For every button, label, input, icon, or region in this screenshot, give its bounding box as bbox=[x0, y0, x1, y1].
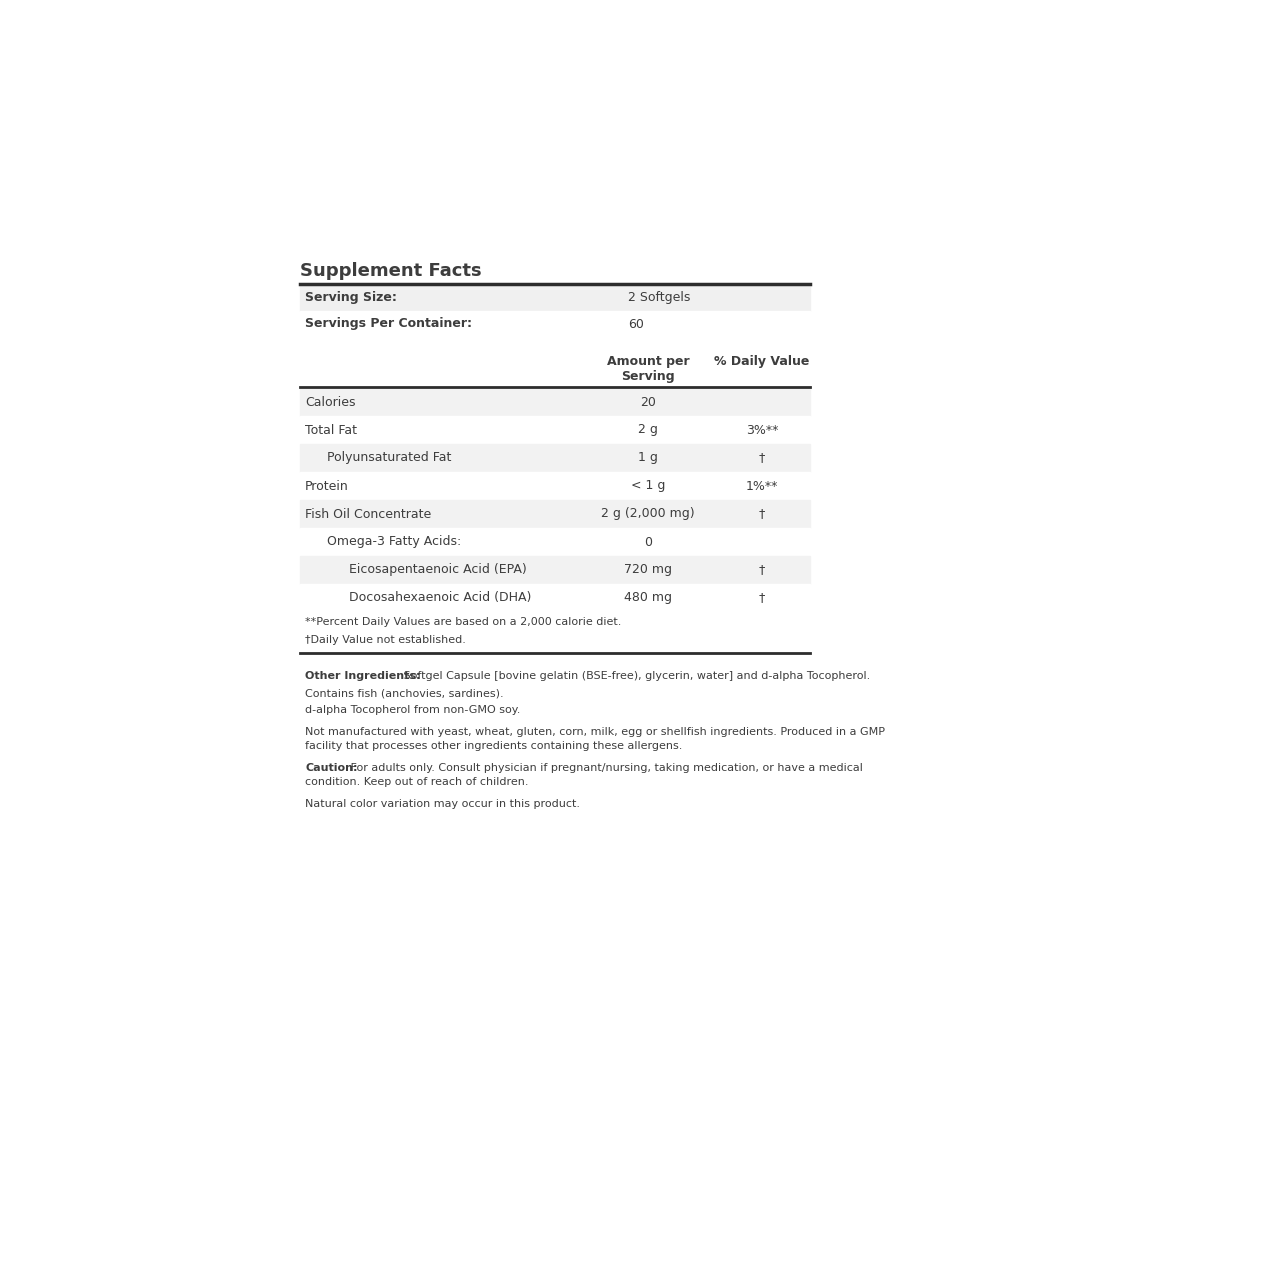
Text: 1%**: 1%** bbox=[746, 480, 778, 493]
Bar bbox=[300, 500, 810, 527]
Bar bbox=[300, 556, 810, 584]
Text: †: † bbox=[759, 563, 765, 576]
Text: †: † bbox=[759, 507, 765, 521]
Bar bbox=[300, 285, 810, 311]
Text: **Percent Daily Values are based on a 2,000 calorie diet.: **Percent Daily Values are based on a 2,… bbox=[305, 617, 621, 627]
Text: facility that processes other ingredients containing these allergens.: facility that processes other ingredient… bbox=[305, 741, 682, 751]
Bar bbox=[300, 388, 810, 416]
Text: †Daily Value not established.: †Daily Value not established. bbox=[305, 635, 466, 645]
Text: Amount per
Serving: Amount per Serving bbox=[607, 355, 690, 383]
Text: % Daily Value: % Daily Value bbox=[714, 355, 810, 369]
Text: Total Fat: Total Fat bbox=[305, 424, 357, 436]
Text: †: † bbox=[759, 591, 765, 604]
Text: Omega-3 Fatty Acids:: Omega-3 Fatty Acids: bbox=[326, 535, 461, 549]
Text: 2 g: 2 g bbox=[637, 424, 658, 436]
Text: 20: 20 bbox=[640, 396, 655, 408]
Text: Protein: Protein bbox=[305, 480, 348, 493]
Bar bbox=[300, 472, 810, 500]
Text: For adults only. Consult physician if pregnant/nursing, taking medication, or ha: For adults only. Consult physician if pr… bbox=[347, 763, 863, 773]
Text: d-alpha Tocopherol from non-GMO soy.: d-alpha Tocopherol from non-GMO soy. bbox=[305, 705, 521, 716]
Text: Polyunsaturated Fat: Polyunsaturated Fat bbox=[326, 452, 452, 465]
Text: 1 g: 1 g bbox=[637, 452, 658, 465]
Text: Supplement Facts: Supplement Facts bbox=[300, 262, 481, 280]
Text: Softgel Capsule [bovine gelatin (BSE-free), glycerin, water] and d-alpha Tocophe: Softgel Capsule [bovine gelatin (BSE-fre… bbox=[401, 671, 870, 681]
Text: Other Ingredients:: Other Ingredients: bbox=[305, 671, 421, 681]
Text: Docosahexaenoic Acid (DHA): Docosahexaenoic Acid (DHA) bbox=[349, 591, 531, 604]
Text: < 1 g: < 1 g bbox=[631, 480, 666, 493]
Text: †: † bbox=[759, 452, 765, 465]
Text: 2 g (2,000 mg): 2 g (2,000 mg) bbox=[602, 507, 695, 521]
Text: Eicosapentaenoic Acid (EPA): Eicosapentaenoic Acid (EPA) bbox=[349, 563, 527, 576]
Text: 60: 60 bbox=[628, 317, 644, 330]
Text: 2 Softgels: 2 Softgels bbox=[628, 292, 690, 305]
Text: 0: 0 bbox=[644, 535, 652, 549]
Text: 3%**: 3%** bbox=[746, 424, 778, 436]
Text: Calories: Calories bbox=[305, 396, 356, 408]
Text: Contains fish (anchovies, sardines).: Contains fish (anchovies, sardines). bbox=[305, 689, 503, 698]
Text: Serving Size:: Serving Size: bbox=[305, 292, 397, 305]
Bar bbox=[300, 444, 810, 472]
Text: Caution:: Caution: bbox=[305, 763, 357, 773]
Bar bbox=[300, 416, 810, 444]
Text: 480 mg: 480 mg bbox=[625, 591, 672, 604]
Text: 720 mg: 720 mg bbox=[625, 563, 672, 576]
Text: Not manufactured with yeast, wheat, gluten, corn, milk, egg or shellfish ingredi: Not manufactured with yeast, wheat, glut… bbox=[305, 727, 884, 737]
Text: Fish Oil Concentrate: Fish Oil Concentrate bbox=[305, 507, 431, 521]
Text: condition. Keep out of reach of children.: condition. Keep out of reach of children… bbox=[305, 777, 529, 787]
Text: Servings Per Container:: Servings Per Container: bbox=[305, 317, 472, 330]
Bar bbox=[300, 311, 810, 337]
Text: Natural color variation may occur in this product.: Natural color variation may occur in thi… bbox=[305, 799, 580, 809]
Bar bbox=[300, 584, 810, 612]
Bar bbox=[300, 527, 810, 556]
